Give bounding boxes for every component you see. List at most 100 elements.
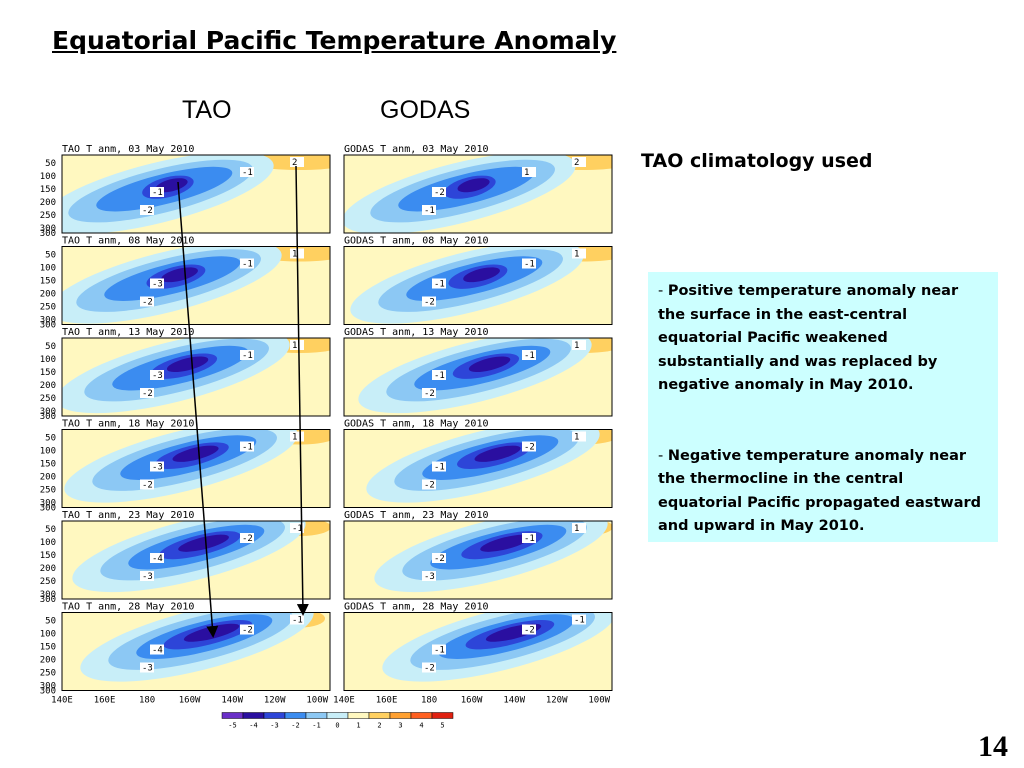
- contour-label-bg: [150, 644, 164, 655]
- longitude-tick-label: 160W: [179, 696, 201, 706]
- contour-label: -2: [142, 298, 153, 308]
- contour-label: -1: [574, 616, 585, 626]
- contour-label-bg: [572, 523, 586, 533]
- contour-label-bg: [422, 296, 436, 307]
- panel-frame: [343, 154, 613, 234]
- depth-tick-label: 50: [45, 342, 56, 352]
- contour-label: -4: [152, 554, 163, 564]
- depth-tick-label: 250: [40, 303, 56, 313]
- note-1: - Positive temperature anomaly near the …: [658, 280, 988, 398]
- tao-panel-6: TAO T anm, 28 May 2010 -4 -3 -2 -1 50 100 150 20…: [40, 602, 331, 697]
- contour-label-bg: [290, 523, 304, 533]
- depth-tick-label: 300: [40, 407, 56, 417]
- contour-label: -2: [242, 534, 253, 544]
- contour-label: -2: [142, 206, 153, 216]
- godas-panel-2: GODAS T anm, 08 May 2010 -1 -2 -1 1: [343, 236, 613, 325]
- depth-tick-label: 50: [45, 251, 56, 261]
- cold-anomaly-layer: [468, 356, 511, 373]
- contour-label: 1: [574, 524, 579, 534]
- page-number: 14: [978, 730, 1008, 763]
- panel-frame: [61, 612, 331, 691]
- contour-label: 1: [574, 341, 579, 351]
- contour-label: -2: [434, 188, 445, 198]
- depth-tick-label: 100: [40, 447, 56, 457]
- colorbar-label: 5: [440, 722, 444, 730]
- depth-tick-label: 50: [45, 525, 56, 535]
- contour-label: -2: [524, 443, 535, 453]
- contour-label-bg: [432, 644, 446, 655]
- colorbar-label: 0: [335, 722, 339, 730]
- longitude-tick-label: 100W: [306, 696, 328, 706]
- contour-label-bg: [150, 553, 164, 563]
- contour-label: 2: [574, 158, 579, 168]
- depth-tick-label: 100: [40, 264, 56, 274]
- longitude-tick-label: 100W: [588, 696, 610, 706]
- colorbar-label: -5: [228, 722, 236, 730]
- depth-tick-label: 50: [45, 617, 56, 627]
- contour-label: -1: [424, 206, 435, 216]
- cold-anomaly-layer: [457, 178, 490, 193]
- panel-field: [62, 246, 330, 325]
- cold-anomaly-layer: [474, 445, 521, 462]
- contour-label: -1: [242, 351, 253, 361]
- contour-label-bg: [240, 350, 254, 360]
- longitude-tick-label: 160W: [461, 696, 483, 706]
- contour-label: -2: [242, 626, 253, 636]
- note-1-text: Positive temperature anomaly near the su…: [658, 283, 959, 393]
- depth-tick-label: 300: [40, 595, 56, 605]
- contour-label-bg: [572, 157, 586, 167]
- contour-label: -2: [142, 389, 153, 399]
- colorbar-swatch: [284, 712, 307, 719]
- panel-field: [344, 155, 612, 233]
- godas-panel-1: GODAS T anm, 03 May 2010 -2 -1 1 2: [343, 144, 613, 234]
- cold-anomaly-layer: [178, 534, 229, 552]
- contour-label-bg: [240, 624, 254, 635]
- contour-label-bg: [240, 441, 254, 452]
- depth-tick-label: 250: [40, 394, 56, 404]
- contour-label-bg: [150, 461, 164, 472]
- contour-label: -2: [142, 481, 153, 491]
- depth-tick-label: 150: [40, 460, 56, 470]
- contour-label: -3: [152, 371, 163, 381]
- contour-label-bg: [522, 624, 536, 635]
- depth-tick-label: 100: [40, 630, 56, 640]
- contour-label-bg: [432, 187, 446, 197]
- depth-tick-label: 150: [40, 643, 56, 653]
- colorbar-swatch: [410, 712, 433, 719]
- contour-label: 2: [292, 158, 297, 168]
- depth-tick-label: 300: [40, 321, 56, 331]
- climatology-note: TAO climatology used: [641, 150, 873, 172]
- longitude-tick-label: 120W: [546, 696, 568, 706]
- longitude-tick-label: 160E: [376, 696, 398, 706]
- contour-label: -1: [152, 188, 163, 198]
- contour-label: -1: [292, 616, 303, 626]
- contour-label: 1: [292, 341, 297, 351]
- slide-title: Equatorial Pacific Temperature Anomaly: [52, 26, 617, 55]
- depth-tick-label: 300: [40, 224, 56, 234]
- contour-label: -1: [434, 646, 445, 656]
- colorbar-label: 4: [419, 722, 423, 730]
- contour-label: -3: [142, 664, 153, 674]
- depth-tick-label: 150: [40, 185, 56, 195]
- godas-panel-5: GODAS T anm, 23 May 2010 -2 -3 -1 1: [343, 510, 613, 600]
- colorbar-swatch: [305, 712, 328, 719]
- panel-frame: [61, 520, 331, 600]
- panel-field: [62, 429, 330, 508]
- contour-label: 1: [292, 433, 297, 443]
- longitude-tick-label: 120W: [264, 696, 286, 706]
- godas-panel-6: GODAS T anm, 28 May 2010 -1 -2 -2 -1: [343, 602, 613, 691]
- cold-anomaly-layer: [172, 445, 219, 462]
- note-2-dash: -: [658, 447, 668, 464]
- tao-panel-title: TAO T anm, 18 May 2010: [62, 419, 194, 430]
- panel-field: [62, 612, 330, 691]
- godas-panel-title: GODAS T anm, 28 May 2010: [344, 602, 489, 613]
- contour-label-bg: [572, 248, 586, 259]
- contour-label: -1: [242, 168, 253, 178]
- contour-label: -1: [292, 524, 303, 534]
- longitude-tick-label: 180: [139, 696, 155, 706]
- contour-label-bg: [522, 441, 536, 452]
- colorbar-swatch: [221, 712, 244, 719]
- depth-tick-label: 300: [40, 412, 56, 422]
- contour-label: -1: [434, 280, 445, 290]
- contour-label-bg: [422, 479, 436, 490]
